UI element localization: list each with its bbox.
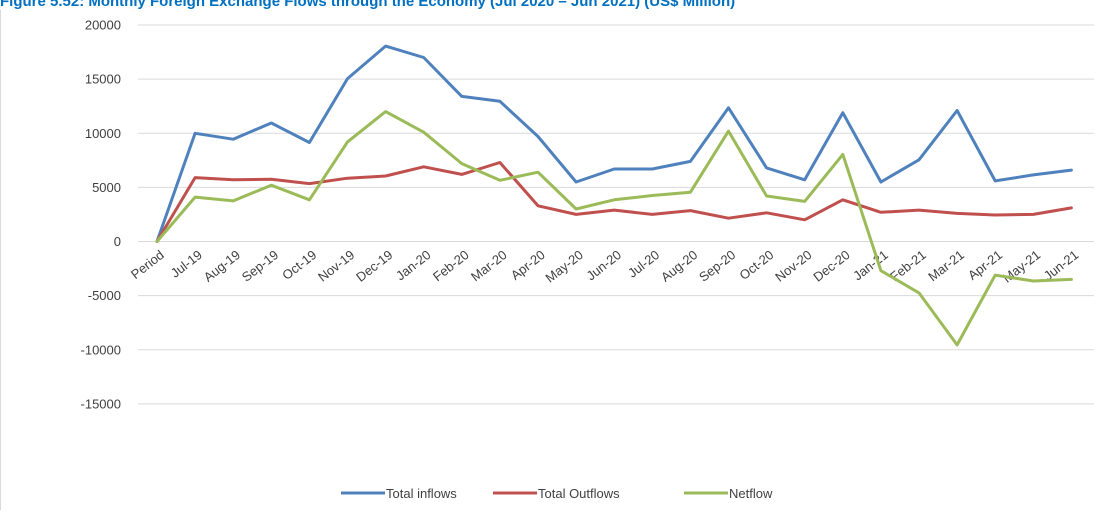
x-axis-tick-labels: Period Jul-19Aug-19Sep-19Oct-19Nov-19Dec-… — [128, 247, 1081, 286]
x-tick-label: Apr-20 — [508, 247, 548, 283]
x-tick-label: Jun-21 — [1041, 247, 1082, 283]
x-tick-label: Jan-20 — [393, 247, 434, 283]
x-tick-label: Dec-20 — [810, 247, 852, 285]
x-tick-label: Jun-20 — [583, 247, 624, 283]
x-tick-label: Period — [128, 247, 167, 282]
x-tick-label: Jul-19 — [168, 247, 205, 281]
x-tick-label: Sep-20 — [696, 247, 738, 285]
legend-item: Netflow — [684, 486, 773, 501]
x-tick-label: Aug-20 — [658, 247, 700, 285]
x-tick-label: Oct-19 — [279, 247, 319, 283]
y-tick-label: 5000 — [92, 180, 121, 195]
figure-caption: Figure 5.52: Monthly Foreign Exchange Fl… — [0, 0, 736, 10]
series-lines — [155, 44, 1073, 347]
x-tick-label: Feb-20 — [430, 247, 472, 284]
gridlines — [138, 24, 1094, 405]
legend-label: Total Outflows — [538, 486, 620, 501]
x-tick-label: Apr-21 — [965, 247, 1005, 283]
series-line-3 — [155, 110, 1073, 347]
y-tick-label: -10000 — [81, 342, 121, 357]
x-tick-label: Jul-20 — [625, 247, 662, 281]
legend: Total inflows Total Outflows Netflow — [341, 486, 773, 501]
x-tick-label: May-20 — [543, 247, 586, 286]
x-tick-label: Mar-20 — [468, 247, 510, 284]
legend-label: Netflow — [729, 486, 773, 501]
legend-item: Total inflows — [341, 486, 457, 501]
y-tick-label: -5000 — [88, 288, 121, 303]
x-tick-label: Nov-19 — [315, 247, 357, 285]
y-tick-label: 0 — [114, 234, 121, 249]
y-tick-label: -15000 — [81, 396, 121, 411]
y-axis-tick-labels: 20000 15000 10000 5000 0 -5000 -10000 -15000 — [81, 18, 121, 412]
x-tick-label: Dec-19 — [353, 247, 395, 285]
chart-frame — [0, 10, 1103, 510]
series-line-1 — [155, 44, 1073, 243]
series-line-2 — [155, 161, 1073, 243]
x-tick-label: Oct-20 — [736, 247, 776, 283]
x-tick-label: Jan-21 — [850, 247, 891, 283]
legend-item: Total Outflows — [493, 486, 620, 501]
legend-label: Total inflows — [386, 486, 457, 501]
y-tick-label: 15000 — [85, 72, 121, 87]
x-tick-label: Mar-21 — [925, 247, 967, 284]
x-tick-label: Nov-20 — [772, 247, 814, 285]
x-tick-label: Aug-19 — [201, 247, 243, 285]
y-tick-label: 10000 — [85, 126, 121, 141]
x-tick-label: Sep-19 — [239, 247, 281, 285]
y-tick-label: 20000 — [85, 18, 121, 33]
